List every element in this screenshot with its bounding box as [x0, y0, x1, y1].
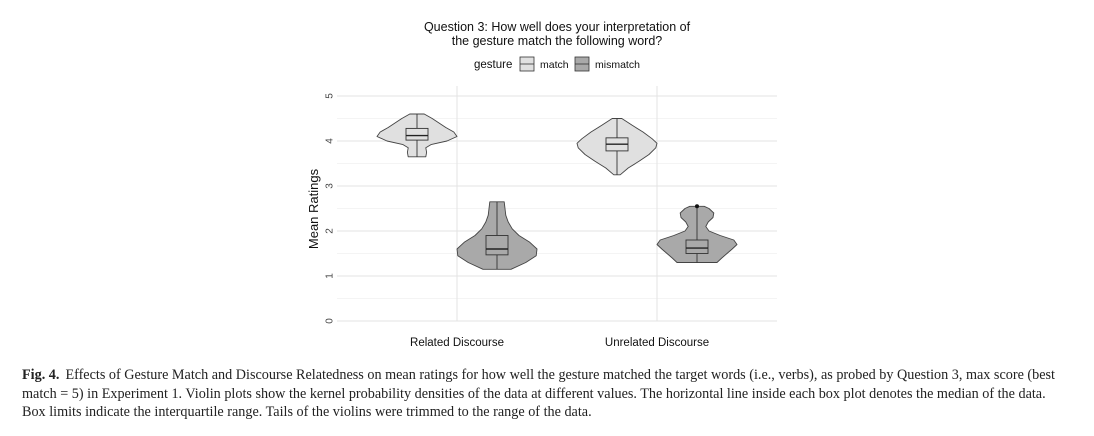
figure-caption: Fig. 4. Effects of Gesture Match and Disc… — [22, 366, 1072, 422]
legend-title: gesture — [474, 59, 512, 71]
outlier-point — [695, 204, 699, 209]
x-tick-label: Related Discourse — [410, 337, 504, 349]
chart-title-line-1: Question 3: How well does your interpret… — [424, 20, 691, 34]
chart-title-line-2: the gesture match the following word? — [452, 34, 663, 48]
y-tick-label: 4 — [325, 138, 336, 144]
y-tick-label: 5 — [325, 93, 336, 99]
box-mismatch — [485, 235, 509, 256]
chart-title: Question 3: How well does your interpret… — [424, 20, 691, 48]
plot-area: 0 1 2 3 4 5 Related Discourse Unrelated Discour… — [325, 86, 777, 349]
violin-chart: Question 3: How well does your interpret… — [306, 20, 777, 349]
box-match — [405, 127, 429, 141]
caption-label: Fig. 4. — [22, 367, 60, 383]
x-tick-label: Unrelated Discourse — [605, 337, 709, 349]
y-tick-label: 0 — [325, 318, 336, 324]
y-tick-label: 3 — [325, 183, 336, 189]
box-mismatch — [685, 239, 709, 254]
y-tick-label: 1 — [325, 273, 336, 279]
caption-text: Effects of Gesture Match and Discourse R… — [22, 367, 1055, 420]
legend-match-label: match — [540, 59, 569, 71]
legend: gesture match mismatch — [474, 56, 640, 72]
y-axis-label: Mean Ratings — [306, 168, 321, 249]
legend-mismatch-label: mismatch — [595, 59, 640, 71]
y-tick-label: 2 — [325, 228, 336, 234]
